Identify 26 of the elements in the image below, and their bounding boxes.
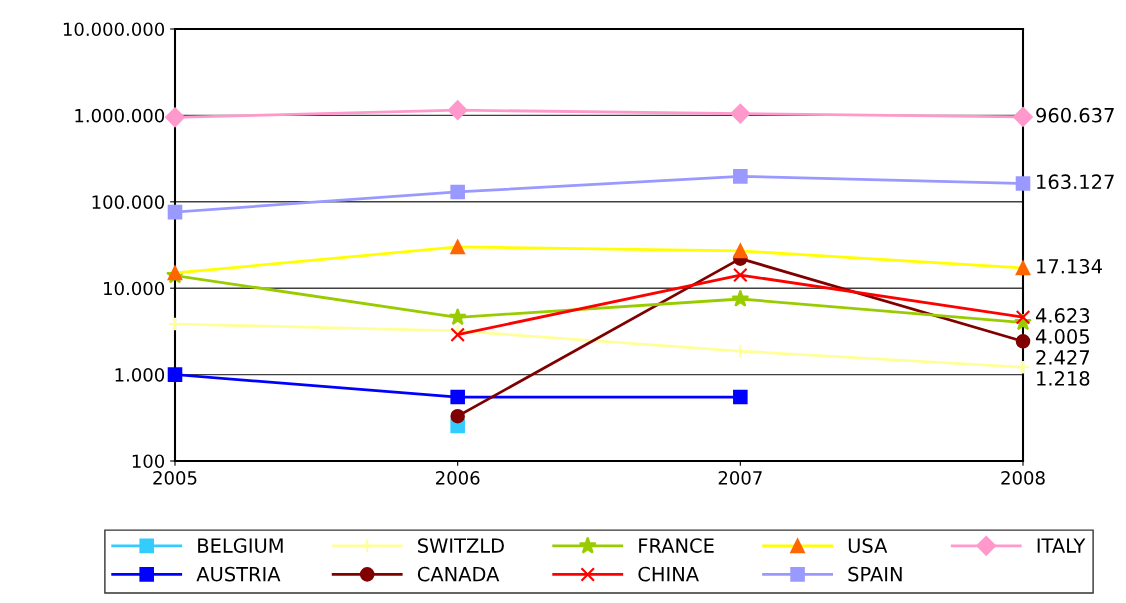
legend-label: SWITZLD xyxy=(418,538,504,553)
data-label: 4.623 xyxy=(1035,308,1090,323)
y-tick-label: 100 xyxy=(132,454,165,469)
legend-label: USA xyxy=(848,538,888,553)
legend-label: BELGIUM xyxy=(198,538,283,553)
y-tick-label: 1.000 xyxy=(115,368,165,382)
legend-label: CHINA xyxy=(638,566,699,582)
y-tick-label: 10.000.000 xyxy=(63,22,165,37)
x-tick-label: 2007 xyxy=(718,471,762,485)
y-tick-label: 10.000 xyxy=(104,281,165,296)
legend-label: CANADA xyxy=(417,566,500,582)
legend-label: ITALY xyxy=(1037,538,1086,553)
legend-label: SPAIN xyxy=(848,566,902,582)
data-label: 960.637 xyxy=(1036,107,1114,123)
legend-label: AUSTRIA xyxy=(196,566,281,582)
data-label: 17.134 xyxy=(1037,258,1102,274)
data-label: 1.218 xyxy=(1037,371,1090,386)
y-tick-label: 100.000 xyxy=(92,195,165,209)
y-tick-label: 1.000.000 xyxy=(75,108,165,123)
x-tick-label: 2008 xyxy=(1001,471,1045,485)
x-tick-label: 2005 xyxy=(153,471,197,485)
data-label: 4.005 xyxy=(1035,329,1089,344)
data-label: 163.127 xyxy=(1037,174,1114,190)
data-label: 2.427 xyxy=(1036,350,1089,365)
legend-label: FRANCE xyxy=(639,538,714,553)
x-tick-label: 2006 xyxy=(436,471,480,485)
